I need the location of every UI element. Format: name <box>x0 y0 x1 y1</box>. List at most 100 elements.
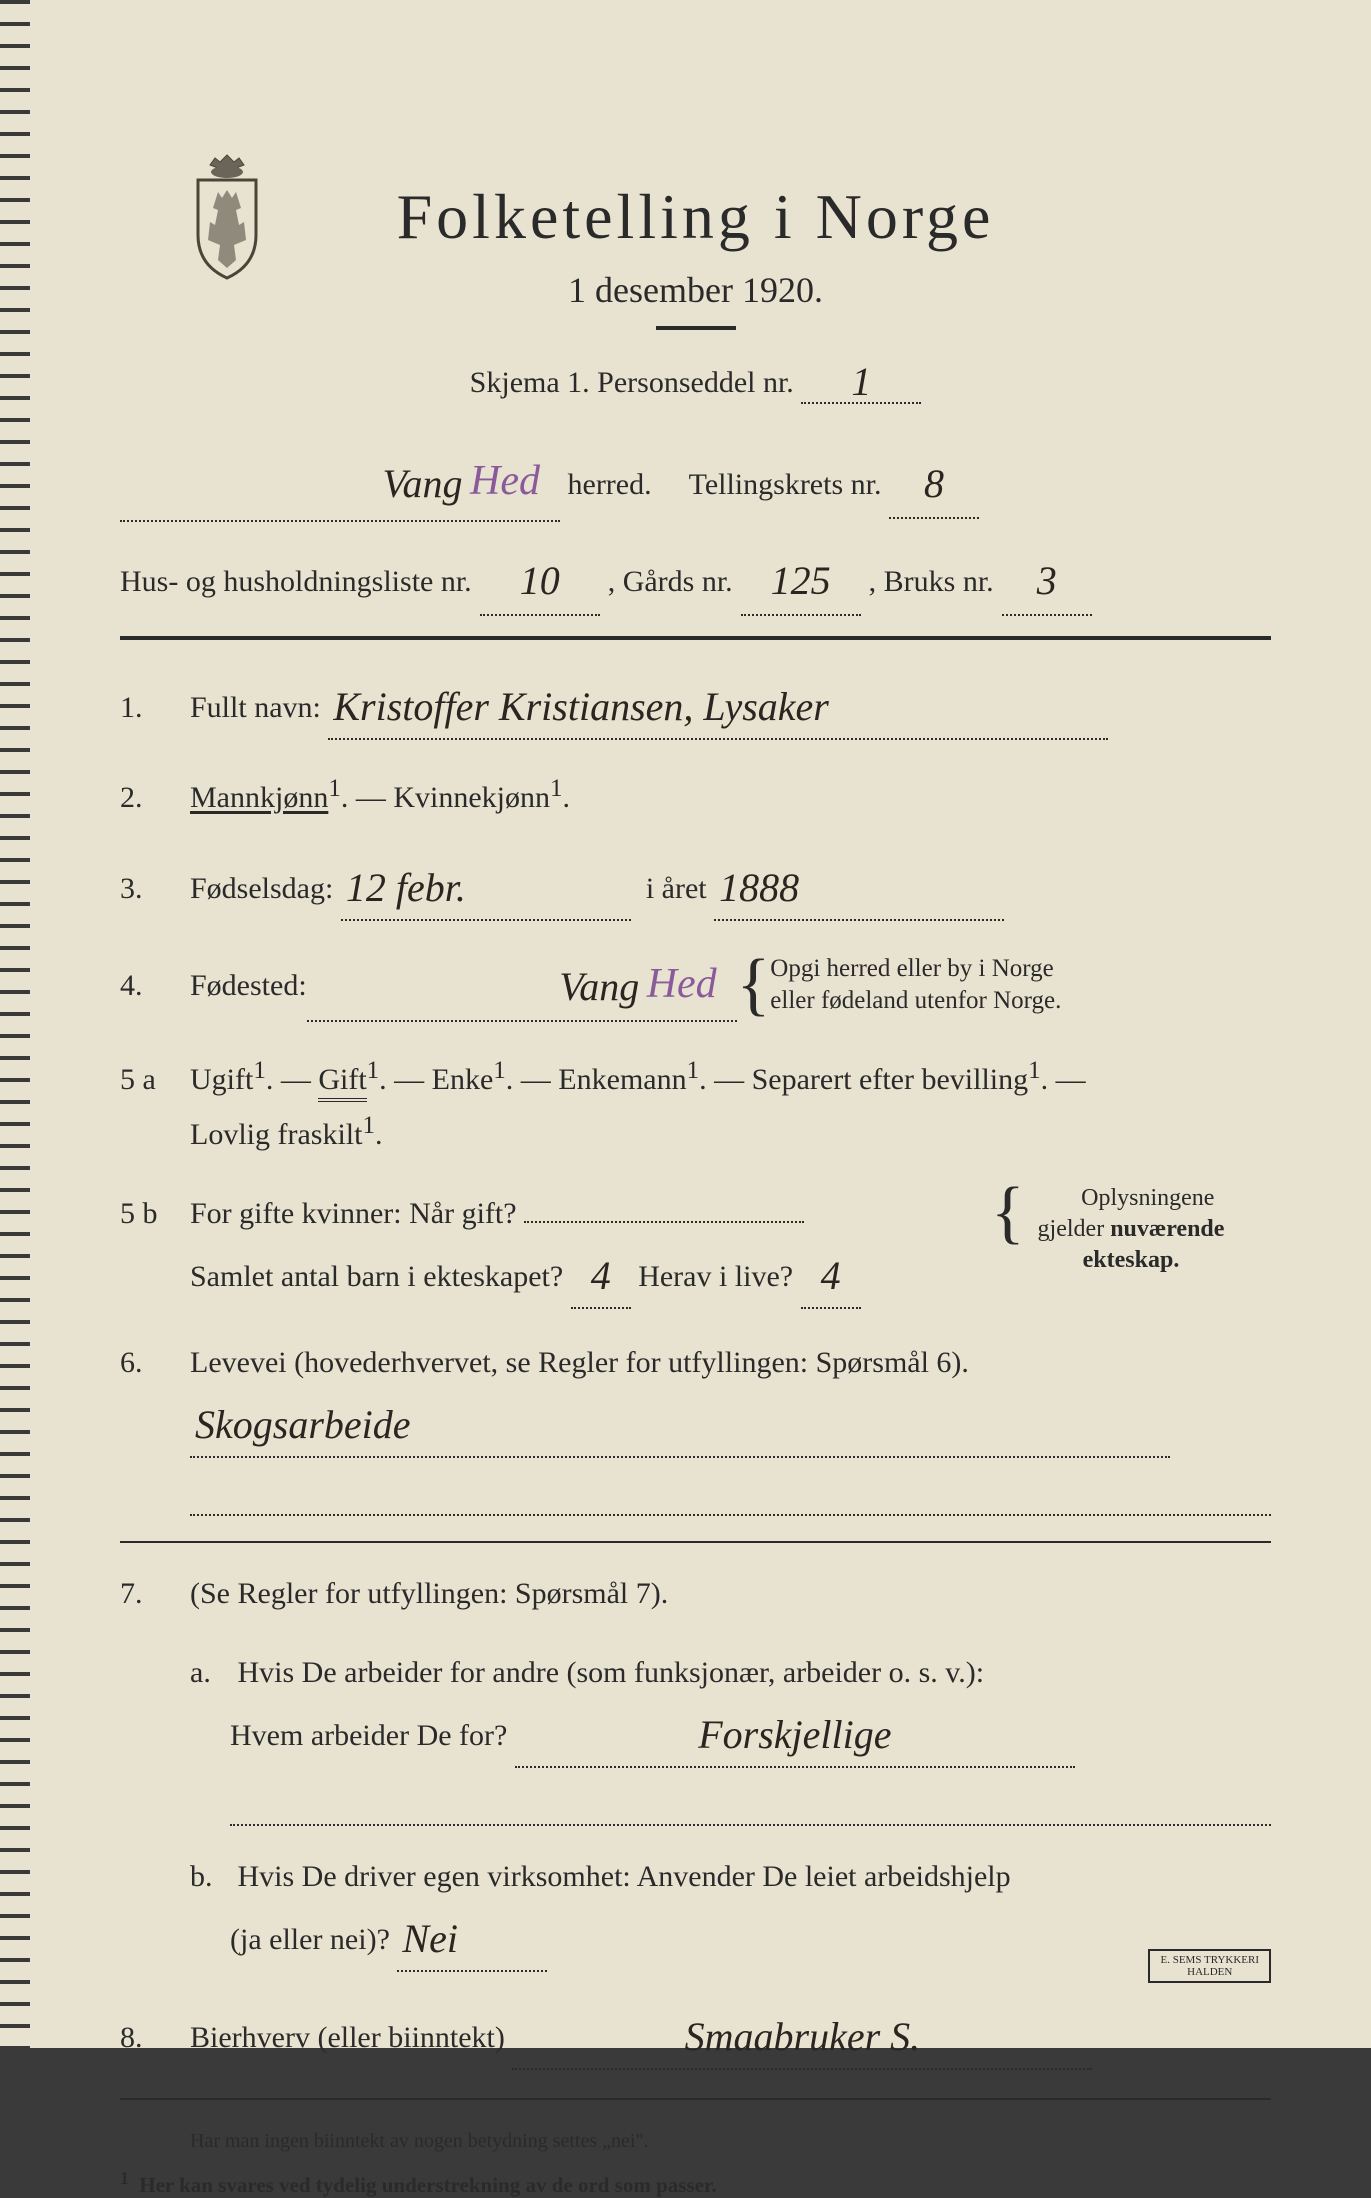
q2-num: 2. <box>120 772 190 823</box>
q6-value: Skogsarbeide <box>195 1402 411 1447</box>
q6-label: Levevei (hovederhvervet, se Regler for u… <box>190 1346 969 1379</box>
q7b-label1: Hvis De driver egen virksomhet: Anvender… <box>238 1860 1011 1893</box>
q5a-num: 5 a <box>120 1054 190 1105</box>
gards-value: 125 <box>771 558 831 603</box>
q7a-field: Forskjellige <box>515 1698 1075 1768</box>
form-title: Folketelling i Norge <box>120 180 1271 254</box>
q8-field: Smaabruker S. <box>512 2000 1092 2070</box>
hushold-line: Hus- og husholdningsliste nr. 10 , Gårds… <box>120 542 1271 616</box>
q1-value: Kristoffer Kristiansen, Lysaker <box>333 684 829 729</box>
q7b-label2: (ja eller nei)? <box>230 1923 390 1956</box>
q8-value: Smaabruker S. <box>685 2014 921 2059</box>
q2: 2. Mannkjønn1. — Kvinnekjønn1. <box>120 768 1271 823</box>
census-form-page: Folketelling i Norge 1 desember 1920. Sk… <box>0 0 1371 2048</box>
q3-year-label: i året <box>646 872 707 905</box>
gards-label: , Gårds nr. <box>608 555 733 609</box>
q7-intro: (Se Regler for utfyllingen: Spørsmål 7). <box>190 1568 1271 1619</box>
q6-field: Skogsarbeide <box>190 1388 1170 1458</box>
q5b-label1: For gifte kvinner: Når gift? <box>190 1197 517 1230</box>
q1-label: Fullt navn: <box>190 691 321 724</box>
q7-num: 7. <box>120 1568 190 1619</box>
q5b-label2: Samlet antal barn i ekteskapet? <box>190 1260 563 1293</box>
q5a-separert: Separert efter bevilling <box>752 1063 1029 1096</box>
schema-nr-value: 1 <box>851 359 871 404</box>
bruks-field: 3 <box>1002 542 1092 616</box>
q7a-label1: Hvis De arbeider for andre (som funksjon… <box>238 1656 985 1689</box>
q5b-barn-field: 4 <box>571 1239 631 1309</box>
q8: 8. Bierhverv (eller biinntekt) Smaabruke… <box>120 2000 1271 2070</box>
q5a-fraskilt: Lovlig fraskilt <box>190 1118 362 1151</box>
q1-field: Kristoffer Kristiansen, Lysaker <box>328 670 1108 740</box>
q1-num: 1. <box>120 682 190 733</box>
herred-stamp: Hed <box>470 458 540 504</box>
schema-label: Skjema 1. Personseddel nr. <box>470 366 794 399</box>
schema-nr-field: 1 <box>801 355 921 404</box>
q7b-value: Nei <box>402 1916 458 1961</box>
q3-year-value: 1888 <box>719 865 799 910</box>
gards-field: 125 <box>741 542 861 616</box>
herred-label: herred. <box>568 468 652 501</box>
q4-num: 4. <box>120 960 190 1011</box>
q5b-live-field: 4 <box>801 1239 861 1309</box>
printer-stamp: E. SEMS TRYKKERI HALDEN <box>1148 1949 1271 1983</box>
q8-label: Bierhverv (eller biinntekt) <box>190 2021 505 2054</box>
perforation-edge <box>0 0 30 2048</box>
coat-of-arms-icon <box>180 150 275 280</box>
q3-num: 3. <box>120 863 190 914</box>
q7b-letter: b. <box>190 1851 230 1902</box>
q5a: 5 a Ugift1. — Gift1. — Enke1. — Enkemann… <box>120 1050 1271 1160</box>
q3: 3. Fødselsdag: 12 febr. i året 1888 <box>120 851 1271 921</box>
q7b-field: Nei <box>397 1902 547 1972</box>
q2-mann: Mannkjønn <box>190 781 328 814</box>
divider-thin-2 <box>120 2098 1271 2100</box>
q7a-value: Forskjellige <box>698 1712 891 1757</box>
q5b: 5 b { Oplysningene gjelder nuværende ekt… <box>120 1188 1271 1309</box>
herred-field: Vang Hed <box>120 444 560 522</box>
q4: 4. Fødested: Vang Hed { Opgi herred elle… <box>120 949 1271 1022</box>
q3-day-field: 12 febr. <box>341 851 631 921</box>
q4-label: Fødested: <box>190 960 307 1011</box>
q4-value: Vang <box>559 964 639 1009</box>
q7a: a. Hvis De arbeider for andre (som funks… <box>190 1647 1271 1768</box>
q3-year-field: 1888 <box>714 851 1004 921</box>
form-header: Folketelling i Norge 1 desember 1920. Sk… <box>120 180 1271 404</box>
hushold-label: Hus- og husholdningsliste nr. <box>120 555 472 609</box>
q5b-num: 5 b <box>120 1188 190 1239</box>
q7b: b. Hvis De driver egen virksomhet: Anven… <box>190 1851 1271 1972</box>
title-divider <box>656 326 736 330</box>
q7: 7. (Se Regler for utfyllingen: Spørsmål … <box>120 1568 1271 1619</box>
q5a-enkemann: Enkemann <box>558 1063 686 1096</box>
q7a-continuation <box>230 1796 1271 1826</box>
q2-kvinne: Kvinnekjønn <box>393 781 550 814</box>
q2-sup2: 1 <box>550 775 563 802</box>
herred-line: Vang Hed herred. Tellingskrets nr. 8 <box>120 444 1271 522</box>
footnote-2: 1 Her kan svares ved tydelig understrekn… <box>120 2168 1271 2198</box>
q2-sup1: 1 <box>328 775 341 802</box>
form-date: 1 desember 1920. <box>120 269 1271 311</box>
q5b-label3: Herav i live? <box>638 1260 793 1293</box>
q5a-ugift: Ugift <box>190 1063 253 1096</box>
hushold-value: 10 <box>520 558 560 603</box>
q5a-enke: Enke <box>432 1063 494 1096</box>
q6-num: 6. <box>120 1337 190 1388</box>
tellingskrets-field: 8 <box>889 445 979 519</box>
q6-continuation <box>190 1486 1271 1516</box>
q5b-sidenote: { Oplysningene gjelder nuværende ekteska… <box>991 1183 1271 1277</box>
q7a-label2: Hvem arbeider De for? <box>230 1719 507 1752</box>
q4-field: Vang Hed <box>307 949 737 1022</box>
q4-note: Opgi herred eller by i Norge eller fødel… <box>770 953 1061 1018</box>
q5b-barn-value: 4 <box>591 1253 611 1298</box>
q1: 1. Fullt navn: Kristoffer Kristiansen, L… <box>120 670 1271 740</box>
bruks-label: , Bruks nr. <box>869 555 994 609</box>
q5b-live-value: 4 <box>821 1253 841 1298</box>
q5b-gift-field <box>524 1221 804 1223</box>
tellingskrets-value: 8 <box>924 461 944 506</box>
herred-value: Vang <box>383 461 463 506</box>
q4-stamp: Hed <box>647 961 717 1007</box>
q7a-letter: a. <box>190 1647 230 1698</box>
q3-label: Fødselsdag: <box>190 872 333 905</box>
schema-line: Skjema 1. Personseddel nr. 1 <box>120 355 1271 404</box>
q5a-gift: Gift <box>318 1063 366 1102</box>
q8-num: 8. <box>120 2012 190 2063</box>
hushold-field: 10 <box>480 542 600 616</box>
